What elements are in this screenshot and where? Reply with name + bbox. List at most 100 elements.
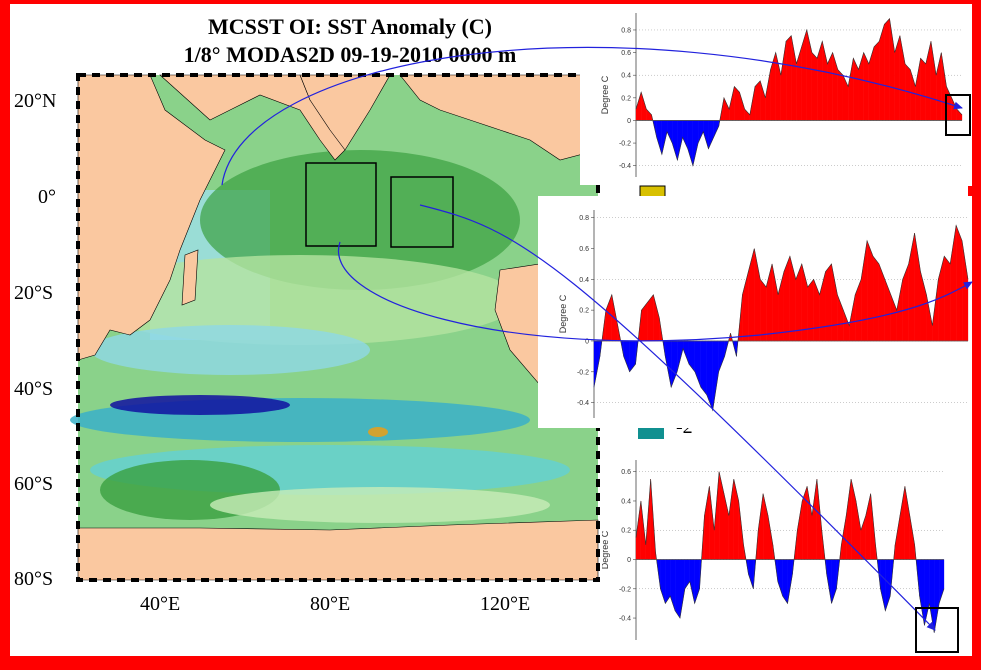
positive-anomaly-area: [653, 294, 660, 342]
anomaly-lightgreen-south: [210, 487, 550, 523]
positive-anomaly-area: [802, 486, 808, 560]
negative-anomaly-area: [682, 120, 688, 149]
negative-anomaly-area: [688, 340, 696, 373]
positive-anomaly-area: [806, 486, 813, 560]
red-border-left: [0, 0, 10, 670]
negative-anomaly-area: [748, 559, 754, 589]
lon-label-40e: 40°E: [140, 593, 181, 615]
y-tick-label: 0.8: [579, 215, 589, 222]
positive-anomaly-area: [899, 486, 906, 560]
positive-anomaly-area: [902, 263, 909, 342]
positive-anomaly-area: [728, 479, 734, 560]
negative-anomaly-area: [787, 559, 793, 604]
colorbar-swatch-red: [968, 186, 976, 198]
anomaly-cold-core: [110, 395, 290, 415]
y-tick-label: 0.6: [621, 50, 631, 57]
negative-anomaly-area: [880, 559, 886, 611]
y-tick-label: -0.4: [577, 400, 589, 407]
anomaly-patch-cyan-mid: [90, 325, 370, 375]
negative-anomaly-area: [623, 340, 630, 372]
positive-anomaly-area: [796, 46, 802, 121]
positive-anomaly-area: [806, 29, 813, 121]
positive-anomaly-area: [894, 35, 901, 121]
positive-anomaly-area: [646, 108, 652, 121]
positive-anomaly-area: [811, 479, 818, 560]
negative-anomaly-area: [672, 120, 678, 161]
positive-anomaly-area: [894, 515, 901, 560]
lat-label-60s: 60°S: [14, 473, 54, 495]
positive-anomaly-area: [771, 263, 779, 342]
positive-anomaly-area: [926, 294, 933, 342]
lat-label-0: 0°: [38, 186, 56, 208]
y-tick-label: 0.4: [621, 498, 631, 505]
positive-anomaly-area: [855, 500, 862, 560]
positive-anomaly-area: [811, 52, 818, 121]
positive-anomaly-area: [849, 294, 856, 342]
positive-anomaly-area: [930, 41, 937, 121]
positive-anomaly-area: [831, 263, 838, 342]
negative-anomaly-area: [593, 340, 601, 388]
y-tick-label: -0.4: [619, 616, 631, 623]
positive-anomaly-area: [872, 255, 880, 342]
positive-anomaly-area: [760, 278, 767, 342]
positive-anomaly-area: [807, 278, 814, 342]
positive-anomaly-area: [866, 240, 874, 342]
negative-anomaly-area: [684, 559, 690, 590]
chart-title-line1: MCSST OI: SST Anomaly (C): [207, 14, 493, 39]
positive-anomaly-area: [718, 471, 725, 560]
y-tick-label: 0.6: [621, 469, 631, 476]
red-border-right: [972, 0, 981, 670]
red-border-top: [0, 0, 981, 4]
chart-title-line2: 1/8° MODAS2D 09-19-2010 0000 m: [183, 42, 517, 67]
positive-anomaly-area: [767, 515, 774, 560]
positive-anomaly-area: [780, 41, 787, 121]
timeseries-panel-3: 0.6 0.4 0.2 0 -0.2 -0.4 Degree C: [602, 440, 972, 656]
y-tick-label: 0.4: [579, 277, 589, 284]
positive-anomaly-area: [770, 52, 776, 121]
y-tick-label: 0: [585, 338, 589, 345]
timeseries-panel-2: 0.8 0.6 0.4 0.2 0 -0.2 -0.4 Degree C: [538, 196, 972, 428]
positive-anomaly-area: [884, 18, 890, 121]
y-tick-label: -0.2: [619, 141, 631, 148]
red-border-bottom: [0, 656, 981, 670]
positive-anomaly-area: [795, 263, 802, 342]
negative-anomaly-area: [708, 120, 714, 149]
negative-anomaly-area: [777, 559, 783, 597]
positive-anomaly-area: [920, 57, 926, 121]
lat-label-80s: 80°S: [14, 568, 54, 590]
y-tick-label: 0.6: [579, 246, 589, 253]
negative-anomaly-area: [679, 559, 686, 619]
positive-anomaly-area: [956, 108, 963, 121]
negative-anomaly-area: [656, 120, 663, 155]
negative-anomaly-area: [689, 559, 695, 604]
positive-anomaly-area: [855, 279, 862, 342]
y-tick-label: -0.2: [577, 369, 589, 376]
positive-anomaly-area: [868, 46, 875, 121]
positive-anomaly-area: [837, 69, 844, 121]
positive-anomaly-area: [909, 515, 915, 560]
positive-anomaly-area: [748, 248, 755, 342]
positive-anomaly-area: [728, 86, 735, 121]
y-tick-label: 0.8: [621, 27, 631, 34]
lat-label-20n: 20°N: [14, 90, 57, 112]
negative-anomaly-area: [682, 340, 690, 365]
positive-anomaly-area: [816, 479, 822, 560]
lon-label-120e: 120°E: [480, 593, 531, 615]
positive-anomaly-area: [951, 97, 957, 121]
y-tick-label: 0.4: [621, 73, 631, 80]
positive-anomaly-area: [797, 500, 803, 560]
negative-anomaly-area: [666, 120, 673, 144]
positive-anomaly-area: [904, 63, 911, 121]
y-axis-label: Degree C: [558, 294, 568, 333]
negative-anomaly-area: [665, 340, 672, 388]
negative-anomaly-area: [687, 120, 694, 166]
lon-label-80e: 80°E: [310, 593, 351, 615]
positive-anomaly-area: [848, 58, 854, 121]
positive-anomaly-area: [955, 225, 963, 342]
positive-anomaly-area: [785, 35, 792, 121]
positive-anomaly-area: [760, 80, 766, 121]
timeseries-panel-1: 0.8 0.6 0.4 0.2 0 -0.2 -0.4 Degree C: [580, 5, 972, 185]
negative-anomaly-area: [706, 340, 713, 411]
y-axis-label: Degree C: [600, 75, 610, 114]
y-tick-label: 0.2: [621, 95, 631, 102]
